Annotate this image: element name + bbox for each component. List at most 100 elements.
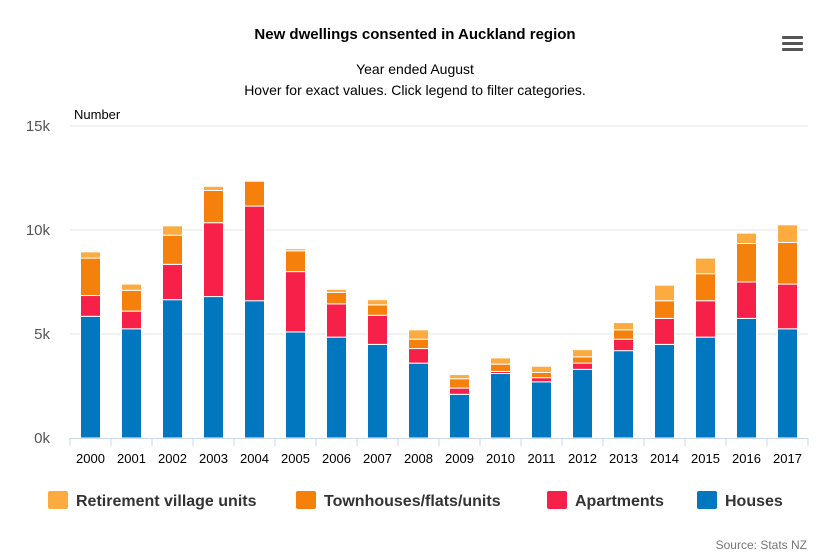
bar-stack-2004[interactable] (244, 179, 265, 439)
bar-segment-houses[interactable] (736, 317, 757, 439)
bar-segment-apartments[interactable] (326, 303, 347, 338)
bar-segment-houses[interactable] (777, 328, 798, 439)
bar-stack-2014[interactable] (654, 284, 675, 439)
legend-item-houses[interactable]: Houses (697, 491, 783, 510)
bar-segment-houses[interactable] (244, 300, 265, 439)
bar-segment-townhouses-flats-units[interactable] (613, 329, 634, 340)
legend-item-townhouses-flats-units[interactable]: Townhouses/flats/units (296, 491, 501, 510)
bar-stack-2012[interactable] (572, 349, 593, 439)
y-tick-label: 10k (26, 222, 51, 239)
bar-segment-apartments[interactable] (80, 295, 101, 317)
x-tick-label: 2005 (281, 451, 310, 466)
bar-stack-2003[interactable] (203, 185, 224, 439)
bar-stack-2011[interactable] (531, 365, 552, 439)
bar-segment-houses[interactable] (613, 350, 634, 439)
bar-segment-apartments[interactable] (777, 283, 798, 330)
bar-segment-retirement-village-units[interactable] (244, 179, 265, 182)
bar-segment-apartments[interactable] (408, 348, 429, 364)
bar-segment-houses[interactable] (326, 336, 347, 439)
bar-segment-houses[interactable] (367, 343, 388, 439)
bar-segment-townhouses-flats-units[interactable] (654, 300, 675, 319)
bar-segment-houses[interactable] (695, 336, 716, 439)
bar-segment-apartments[interactable] (613, 338, 634, 352)
bar-stack-2005[interactable] (285, 248, 306, 439)
x-tick-label: 2017 (773, 451, 802, 466)
bar-segment-townhouses-flats-units[interactable] (572, 356, 593, 364)
bar-stack-2013[interactable] (613, 322, 634, 439)
bar-segment-apartments[interactable] (736, 281, 757, 319)
bar-segment-houses[interactable] (531, 381, 552, 439)
bar-segment-apartments[interactable] (449, 387, 470, 395)
bar-segment-retirement-village-units[interactable] (490, 357, 511, 365)
bar-stack-2008[interactable] (408, 329, 429, 439)
bar-segment-retirement-village-units[interactable] (408, 329, 429, 340)
bar-segment-retirement-village-units[interactable] (531, 365, 552, 373)
bar-segment-retirement-village-units[interactable] (572, 349, 593, 358)
gridlines (70, 125, 808, 335)
bar-segment-apartments[interactable] (572, 362, 593, 370)
bar-segment-townhouses-flats-units[interactable] (736, 243, 757, 283)
bar-stack-2006[interactable] (326, 288, 347, 439)
bar-segment-retirement-village-units[interactable] (121, 283, 142, 291)
bar-segment-townhouses-flats-units[interactable] (367, 304, 388, 316)
bar-segment-apartments[interactable] (654, 317, 675, 345)
bar-stack-2001[interactable] (121, 283, 142, 439)
bar-segment-retirement-village-units[interactable] (367, 299, 388, 306)
bar-segment-houses[interactable] (121, 328, 142, 439)
bar-segment-houses[interactable] (449, 393, 470, 439)
bar-segment-retirement-village-units[interactable] (326, 288, 347, 293)
bar-segment-townhouses-flats-units[interactable] (490, 363, 511, 372)
hamburger-menu-icon[interactable] (778, 30, 806, 56)
bar-segment-houses[interactable] (408, 362, 429, 439)
bar-segment-retirement-village-units[interactable] (449, 374, 470, 380)
legend-item-apartments[interactable]: Apartments (547, 491, 664, 510)
bar-stack-2016[interactable] (736, 232, 757, 439)
bar-stack-2002[interactable] (162, 225, 183, 439)
bar-segment-townhouses-flats-units[interactable] (695, 273, 716, 302)
bar-segment-houses[interactable] (490, 373, 511, 439)
bar-segment-retirement-village-units[interactable] (203, 185, 224, 191)
bar-segment-townhouses-flats-units[interactable] (326, 291, 347, 305)
bar-segment-townhouses-flats-units[interactable] (203, 189, 224, 224)
bar-segment-retirement-village-units[interactable] (695, 257, 716, 275)
bar-segment-apartments[interactable] (695, 300, 716, 338)
credits[interactable]: Source: Stats NZ (716, 538, 807, 552)
bar-segment-apartments[interactable] (531, 377, 552, 383)
bar-segment-houses[interactable] (203, 296, 224, 439)
bar-stack-2017[interactable] (777, 224, 798, 439)
bar-segment-houses[interactable] (572, 368, 593, 439)
bar-segment-apartments[interactable] (285, 271, 306, 333)
bar-segment-retirement-village-units[interactable] (736, 232, 757, 245)
bar-segment-townhouses-flats-units[interactable] (449, 378, 470, 389)
bar-segment-townhouses-flats-units[interactable] (162, 234, 183, 265)
bar-stack-2007[interactable] (367, 299, 388, 439)
bar-segment-retirement-village-units[interactable] (285, 248, 306, 252)
bar-stack-2009[interactable] (449, 374, 470, 439)
bar-segment-apartments[interactable] (367, 314, 388, 345)
bar-segment-townhouses-flats-units[interactable] (244, 180, 265, 207)
bar-segment-apartments[interactable] (162, 263, 183, 301)
bar-segment-retirement-village-units[interactable] (654, 284, 675, 302)
bar-stack-2015[interactable] (695, 257, 716, 439)
bar-segment-townhouses-flats-units[interactable] (408, 338, 429, 350)
bar-stack-2010[interactable] (490, 357, 511, 439)
bar-segment-townhouses-flats-units[interactable] (121, 289, 142, 312)
bar-segment-houses[interactable] (80, 315, 101, 439)
bar-segment-apartments[interactable] (121, 310, 142, 330)
bar-stack-2000[interactable] (80, 251, 101, 439)
bar-segment-retirement-village-units[interactable] (613, 322, 634, 331)
bar-segment-townhouses-flats-units[interactable] (285, 250, 306, 273)
bar-segment-houses[interactable] (285, 331, 306, 439)
bar-segment-houses[interactable] (654, 343, 675, 439)
bar-segment-apartments[interactable] (244, 205, 265, 302)
legend-item-retirement-village-units[interactable]: Retirement village units (48, 491, 257, 510)
bar-segment-houses[interactable] (162, 299, 183, 439)
bar-segment-retirement-village-units[interactable] (80, 251, 101, 259)
bar-segment-retirement-village-units[interactable] (777, 224, 798, 243)
bar-segment-townhouses-flats-units[interactable] (80, 257, 101, 297)
bar-segment-apartments[interactable] (203, 222, 224, 298)
bar-segment-townhouses-flats-units[interactable] (531, 371, 552, 379)
x-tick-label: 2006 (322, 451, 351, 466)
bar-segment-retirement-village-units[interactable] (162, 225, 183, 236)
bar-segment-townhouses-flats-units[interactable] (777, 241, 798, 285)
